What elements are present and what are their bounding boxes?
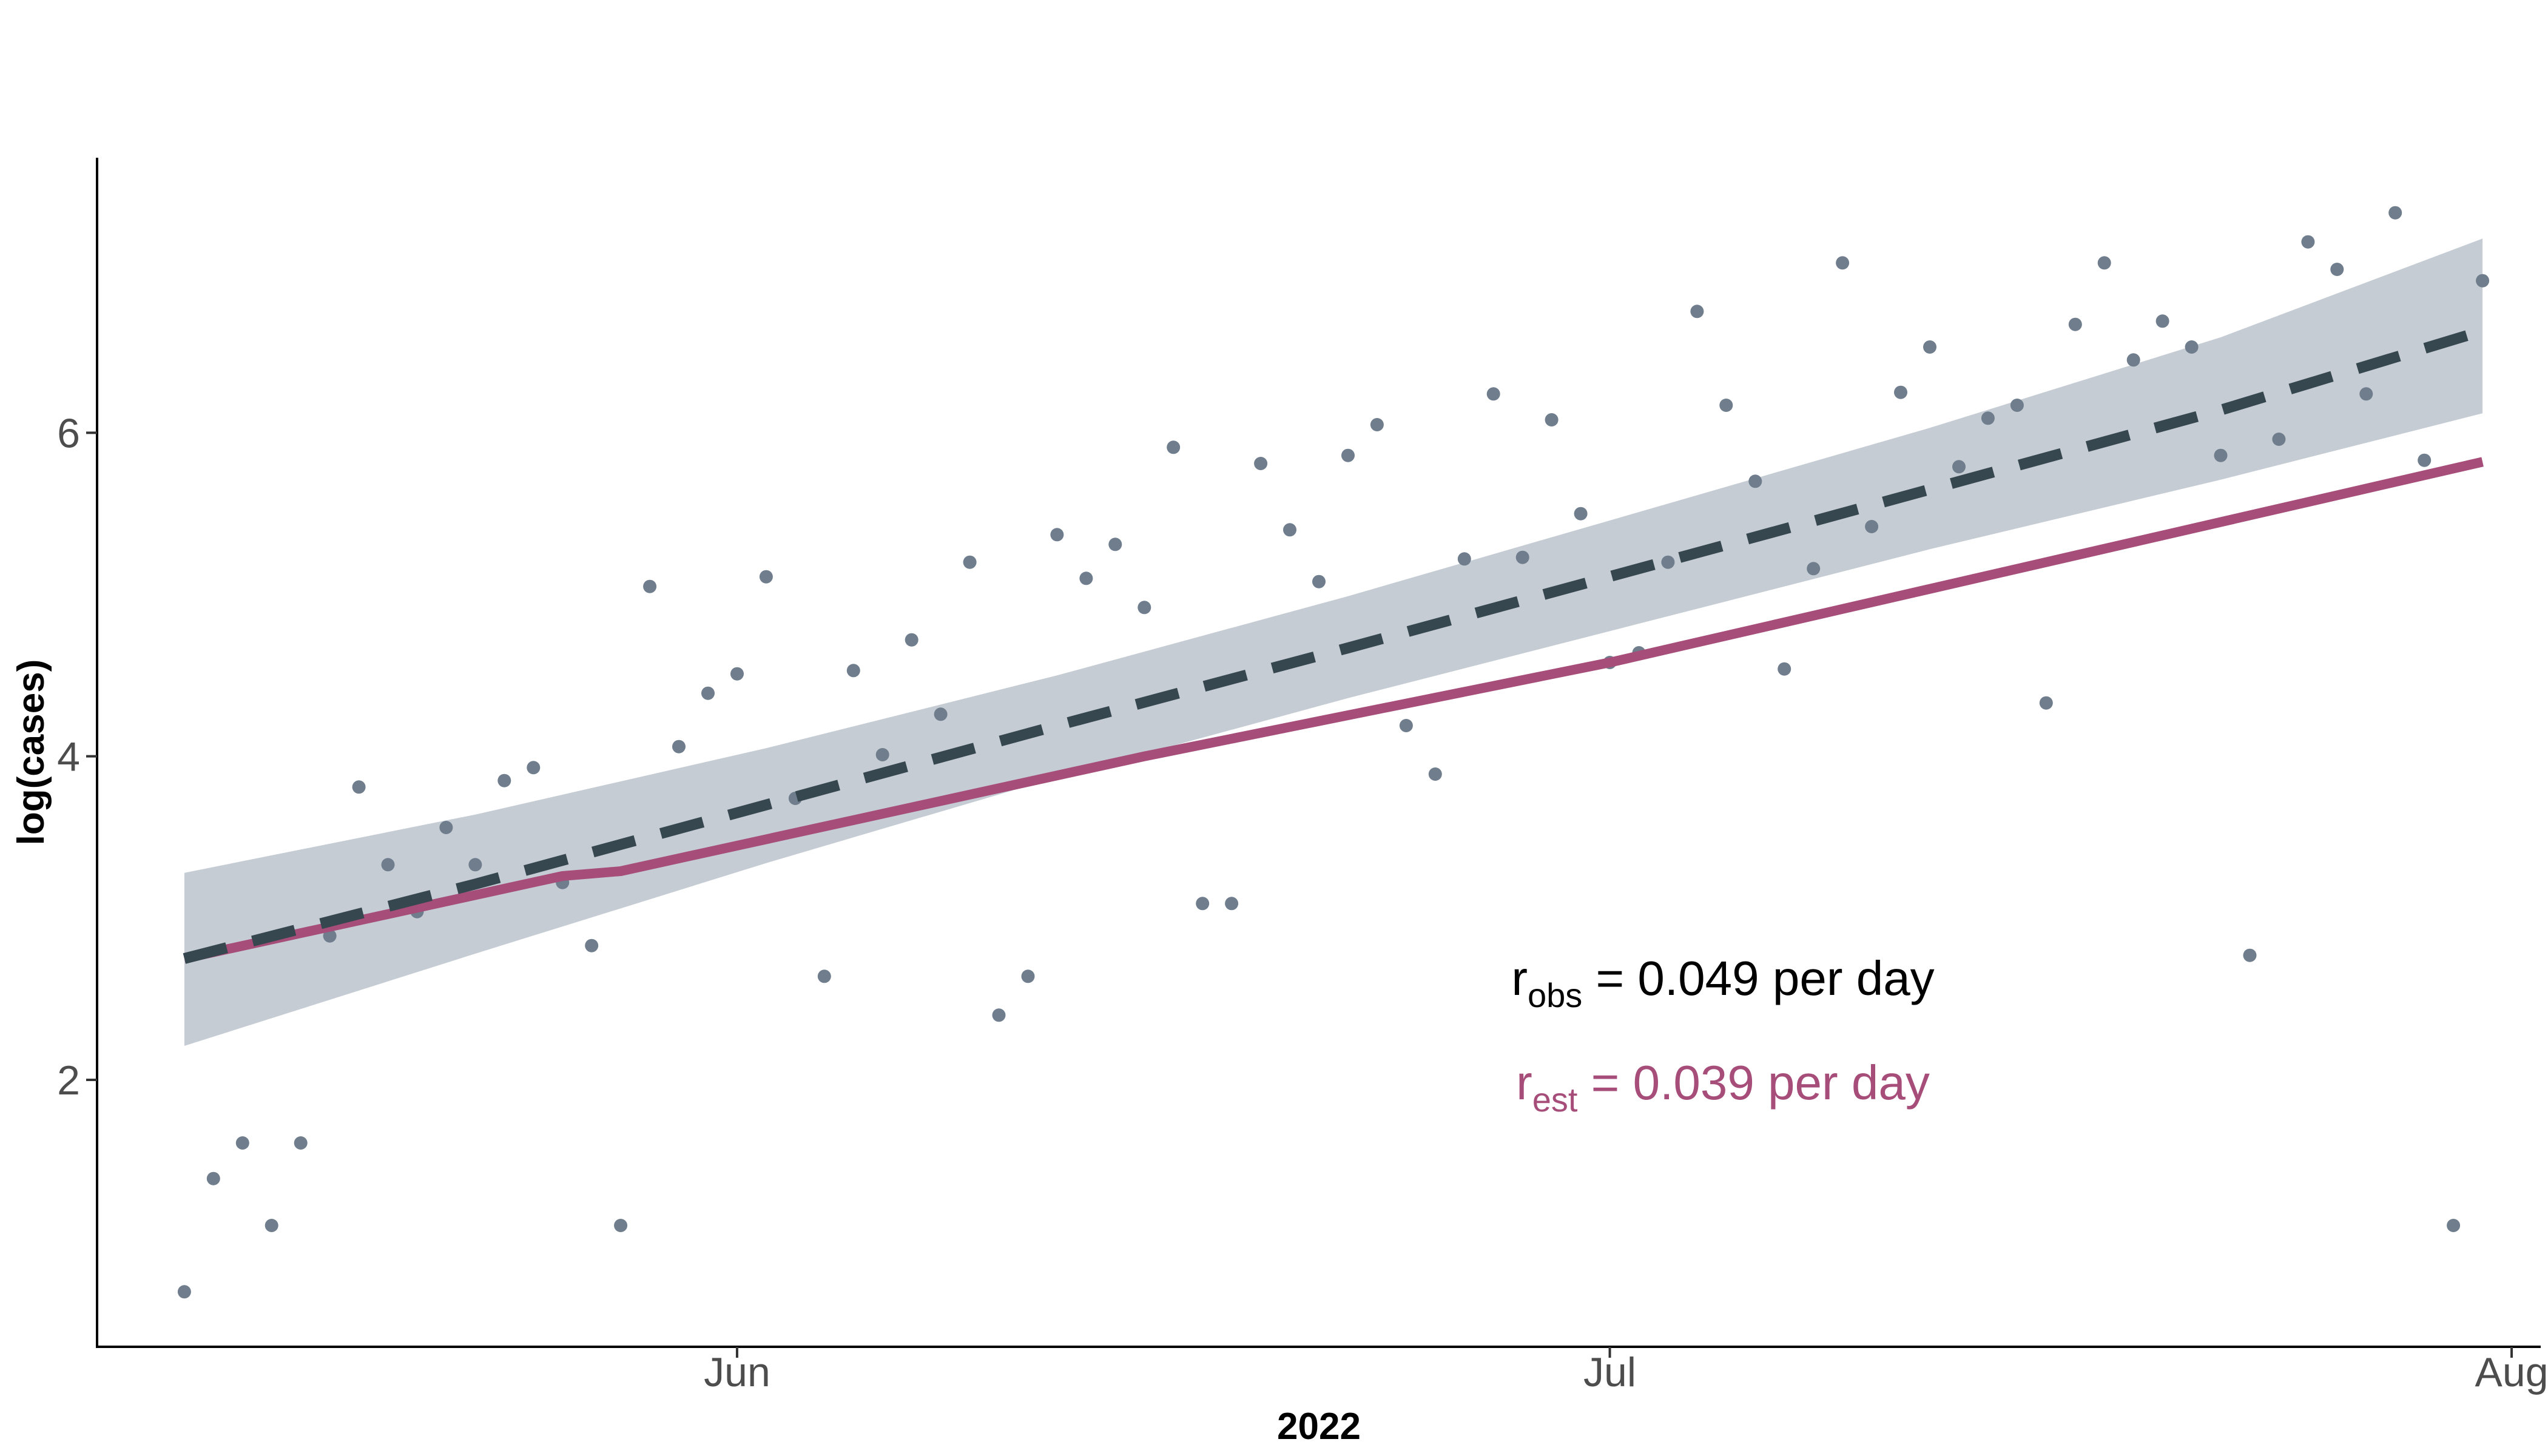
x-axis-ticks: Jun Jul Aug <box>704 1347 2548 1395</box>
data-point <box>1574 507 1588 521</box>
data-point <box>2418 453 2432 467</box>
y-axis-title: log(cases) <box>10 659 52 846</box>
data-point <box>2097 256 2111 270</box>
data-point <box>1283 523 1296 537</box>
annotation-r-obs-base: r <box>1511 951 1528 1005</box>
data-point <box>2330 263 2344 276</box>
data-point <box>1807 562 1821 576</box>
data-point <box>846 664 860 678</box>
data-point <box>2185 340 2199 354</box>
data-point <box>265 1219 278 1232</box>
y-tick-label: 4 <box>57 734 80 780</box>
data-point <box>1312 575 1326 588</box>
data-point <box>2447 1219 2461 1232</box>
data-point <box>1923 340 1936 354</box>
data-point <box>527 761 541 775</box>
data-point <box>1952 460 1966 474</box>
data-point <box>2214 448 2228 462</box>
data-point <box>701 686 715 700</box>
data-point <box>1894 385 1907 399</box>
data-point <box>1661 555 1675 569</box>
annotation-r-est: rest = 0.039 per day <box>1516 1056 1930 1119</box>
annotation-r-obs: robs = 0.049 per day <box>1511 951 1934 1014</box>
data-point <box>294 1136 308 1150</box>
data-point <box>235 1136 249 1150</box>
data-point <box>381 858 395 872</box>
data-point <box>468 858 482 872</box>
data-point <box>1079 571 1093 585</box>
data-point <box>439 821 453 834</box>
data-point <box>2155 314 2169 328</box>
data-point <box>1515 550 1529 564</box>
data-point <box>1836 256 1850 270</box>
data-point <box>1138 601 1151 615</box>
data-point <box>497 774 511 787</box>
annotation-r-est-subscript: est <box>1532 1080 1578 1119</box>
data-point <box>1719 399 1733 412</box>
data-point <box>2476 274 2490 288</box>
data-point <box>1254 457 1268 470</box>
data-point <box>1050 528 1064 542</box>
data-point <box>1778 662 1791 676</box>
annotation-r-obs-value: = 0.049 per day <box>1582 951 1934 1005</box>
data-point <box>2359 387 2373 401</box>
data-point <box>1196 897 1210 911</box>
observed-fit-line <box>183 325 2484 964</box>
y-tick-label: 6 <box>57 410 80 456</box>
data-point <box>352 780 366 794</box>
data-point <box>1690 305 1704 318</box>
data-point <box>1428 767 1442 781</box>
data-point <box>730 667 744 681</box>
data-point <box>759 570 773 584</box>
data-point <box>614 1219 628 1232</box>
x-tick-label: Jun <box>704 1349 770 1395</box>
x-tick-label: Jul <box>1583 1349 1636 1395</box>
data-point <box>1021 969 1035 983</box>
data-point <box>1341 448 1355 462</box>
data-point <box>2388 206 2402 220</box>
data-point <box>1108 538 1122 551</box>
data-point <box>1457 552 1471 566</box>
annotation-r-est-value: = 0.039 per day <box>1577 1056 1929 1110</box>
data-point <box>1545 413 1559 426</box>
data-point <box>905 633 918 647</box>
annotation-r-obs-subscript: obs <box>1528 976 1582 1014</box>
data-point <box>2068 317 2082 331</box>
y-axis-ticks: 2 4 6 <box>57 410 97 1104</box>
data-point <box>2126 353 2140 367</box>
data-point <box>1225 897 1239 911</box>
data-point <box>934 707 948 721</box>
data-point <box>1370 418 1384 431</box>
data-point <box>1399 719 1413 732</box>
y-tick-label: 2 <box>57 1057 80 1104</box>
data-point <box>1167 440 1181 454</box>
data-point <box>585 939 599 952</box>
data-point <box>2039 696 2053 710</box>
data-point <box>206 1171 220 1185</box>
data-point <box>963 555 977 569</box>
data-point <box>1981 411 1995 425</box>
data-point <box>323 929 337 943</box>
x-tick-label: Aug <box>2475 1349 2548 1395</box>
data-point <box>177 1285 191 1299</box>
data-point <box>2272 433 2286 446</box>
data-point <box>1865 520 1879 533</box>
data-point <box>643 579 657 593</box>
data-point <box>2243 948 2257 962</box>
data-point <box>1486 387 1500 401</box>
data-point <box>672 740 686 753</box>
data-point <box>992 1008 1006 1022</box>
data-point <box>817 969 831 983</box>
data-point <box>2301 235 2315 249</box>
estimated-fit-line <box>183 457 2484 963</box>
x-axis-title: 2022 <box>1277 1406 1361 1448</box>
annotation-r-est-base: r <box>1516 1056 1532 1110</box>
data-point <box>2010 399 2024 412</box>
plot-area <box>177 206 2490 1299</box>
data-point <box>1748 474 1762 488</box>
data-point <box>875 748 889 761</box>
